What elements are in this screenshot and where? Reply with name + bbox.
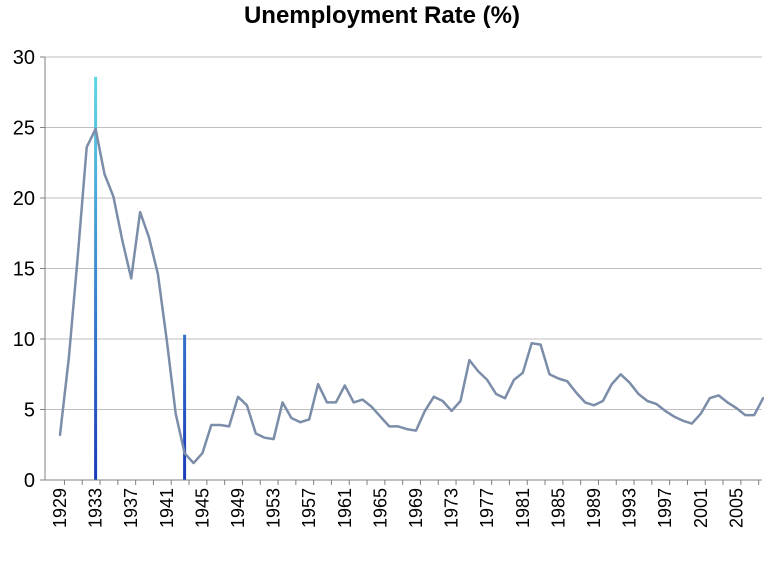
x-tick-label: 1941 [157, 488, 177, 528]
x-tick-label: 1997 [655, 488, 675, 528]
x-tick-label: 2005 [726, 488, 746, 528]
x-tick-label: 1985 [548, 488, 568, 528]
y-tick-label: 25 [13, 118, 35, 140]
x-tick-label: 1929 [50, 488, 70, 528]
x-tick-label: 1981 [513, 488, 533, 528]
x-tick-label: 2001 [691, 488, 711, 528]
series-layer [58, 127, 764, 465]
y-tick-label: 20 [13, 188, 35, 210]
x-tick-label: 1965 [370, 488, 390, 528]
series-line [58, 127, 764, 465]
x-tick-label: 1957 [299, 488, 319, 528]
x-tick-label: 1937 [121, 488, 141, 528]
vertical-markers [94, 76, 187, 480]
y-tick-label: 30 [13, 47, 35, 69]
x-tick-label: 1945 [192, 488, 212, 528]
y-tick-label: 10 [13, 329, 35, 351]
x-tick-label: 1977 [477, 488, 497, 528]
y-tick-label: 15 [13, 259, 35, 281]
x-tick-label: 1933 [86, 488, 106, 528]
x-tick-label: 1953 [264, 488, 284, 528]
x-tick-label: 1961 [335, 488, 355, 528]
axes [40, 56, 762, 485]
x-tick-labels: 1929 1933 1937 1941 1945 1949 1953 1957 1961 1965… [50, 488, 746, 528]
y-tick-label: 5 [24, 400, 35, 422]
y-tick-label: 0 [24, 470, 35, 492]
x-tick-label: 1949 [228, 488, 248, 528]
x-tick-label: 1993 [620, 488, 640, 528]
chart-title: Unemployment Rate (%) [243, 2, 521, 29]
y-tick-labels: 0 5 10 15 20 25 30 [13, 47, 35, 492]
x-tick-label: 1973 [442, 488, 462, 528]
gridlines [45, 56, 762, 410]
x-tick-label: 1989 [584, 488, 604, 528]
x-tick-label: 1969 [406, 488, 426, 528]
